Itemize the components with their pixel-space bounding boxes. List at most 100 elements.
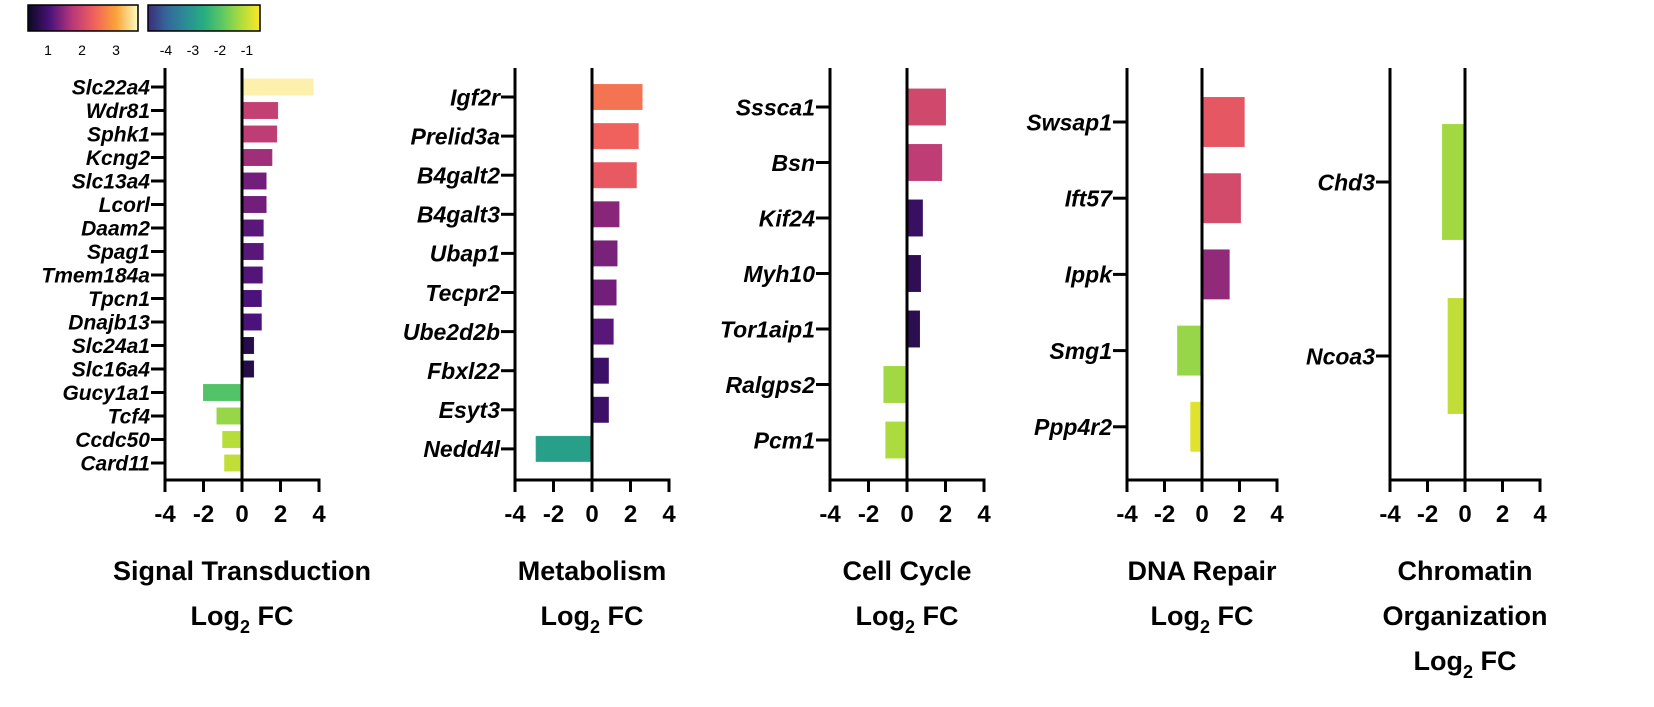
gene-label: Bsn: [772, 150, 815, 176]
x-tick-label: 2: [939, 501, 952, 528]
x-axis-title: Log2 FC: [191, 601, 294, 637]
gene-label: Fbxl22: [427, 358, 500, 384]
gene-label: Ube2d2b: [403, 319, 500, 345]
x-tick-label: 4: [312, 501, 326, 528]
bar-nedd4l: [535, 435, 593, 462]
gene-label: Spag1: [87, 241, 150, 264]
panel-title-continued: Organization: [1382, 601, 1547, 631]
x-tick-label: 4: [662, 501, 676, 528]
panel-title: DNA Repair: [1127, 556, 1277, 586]
panel-title: Chromatin: [1398, 556, 1533, 586]
bar-ift57: [1201, 173, 1241, 224]
gene-label: Card11: [80, 453, 150, 476]
colorbar-negative: -4 -3 -2 -1: [147, 4, 261, 58]
x-tick-label: -2: [858, 501, 879, 528]
gene-label: Slc24a1: [72, 335, 150, 358]
x-tick-label: -4: [504, 501, 526, 528]
colorbar-tick-label: -2: [214, 42, 227, 58]
gene-label: Slc22a4: [72, 77, 151, 100]
gene-label: Lcorl: [99, 194, 152, 217]
panel-2: Igf2r Prelid3a B4galt2 B4galt3 Ubap1 Tecpr2 Ub…: [403, 68, 676, 637]
gene-label: Prelid3a: [411, 123, 501, 149]
bar-tecpr2: [591, 279, 617, 306]
bar-slc22a4: [241, 78, 314, 96]
panel-1: Slc22a4Wdr81Sphk1Kcng2Slc13a4LcorlDaam2S…: [41, 68, 371, 637]
gene-label: Slc16a4: [72, 359, 151, 382]
gene-label: Tecpr2: [425, 280, 500, 306]
bar-ppp4r2: [1190, 401, 1203, 452]
x-tick-label: -2: [543, 501, 564, 528]
bar-ccdc50: [222, 431, 243, 448]
bar-kif24: [906, 199, 923, 237]
bar-slc24a1: [241, 337, 255, 354]
panel-title: Signal Transduction: [113, 556, 371, 586]
colorbar-positive-gradient: [27, 4, 139, 32]
colorbar-positive: 1 2 3: [27, 4, 139, 58]
gene-label: Sssca1: [736, 94, 815, 120]
gene-label: Kif24: [759, 205, 815, 231]
gene-label: Sphk1: [87, 124, 150, 147]
x-axis-title: Log2 FC: [1151, 601, 1254, 637]
bar-sssca1: [906, 88, 946, 126]
gene-label: Tmem184a: [41, 265, 150, 288]
panel-3: Sssca1 Bsn Kif24 Myh10 Tor1aip1 Ralgps2 Pcm1 -4…: [720, 68, 991, 637]
bar-tcf4: [216, 407, 243, 425]
gene-label: Tcf4: [108, 406, 151, 429]
colorbar-tick-label: 1: [44, 42, 52, 58]
bar-ube2d2b: [591, 318, 614, 345]
gene-label: Gucy1a1: [62, 382, 150, 405]
gene-label: Ccdc50: [75, 429, 150, 452]
bar-sphk1: [241, 125, 278, 143]
x-tick-label: -4: [819, 501, 841, 528]
x-tick-label: 2: [624, 501, 637, 528]
bar-kcng2: [241, 149, 273, 166]
bar-swsap1: [1201, 97, 1245, 147]
bar-slc16a4: [241, 360, 255, 378]
bar-tpcn1: [241, 290, 262, 307]
gene-label: Ppp4r2: [1034, 414, 1112, 440]
colorbar-tick-label: 3: [112, 42, 120, 58]
x-tick-label: 0: [1195, 501, 1208, 528]
bar-ippk: [1201, 249, 1230, 300]
x-tick-label: -2: [1154, 501, 1175, 528]
bar-card11: [224, 454, 243, 472]
gene-label: B4galt2: [417, 162, 500, 188]
bar-b4galt3: [591, 201, 620, 228]
x-tick-label: 4: [1270, 501, 1284, 528]
gene-label: Ubap1: [430, 241, 500, 267]
x-tick-label: 2: [1496, 501, 1509, 528]
gene-label: Ralgps2: [726, 372, 816, 398]
x-tick-label: 0: [900, 501, 913, 528]
x-tick-label: -4: [154, 501, 176, 528]
bar-tor1aip1: [906, 310, 921, 348]
panel-title: Metabolism: [518, 556, 667, 586]
x-tick-label: -2: [193, 501, 214, 528]
bar-slc13a4: [241, 172, 267, 190]
gene-label: Esyt3: [439, 397, 501, 423]
colorbar-tick-label: -1: [241, 42, 254, 58]
x-tick-label: 0: [585, 501, 598, 528]
x-tick-label: 2: [1233, 501, 1246, 528]
bar-tmem184a: [241, 266, 263, 284]
gene-label: Slc13a4: [72, 171, 151, 194]
x-tick-label: -2: [1417, 501, 1438, 528]
gene-label: Chd3: [1318, 169, 1376, 195]
gene-label: Smg1: [1049, 338, 1112, 364]
bar-b4galt2: [591, 162, 637, 189]
colorbar-tick-label: 2: [78, 42, 86, 58]
gene-label: Ift57: [1065, 185, 1114, 211]
x-axis-title: Log2 FC: [856, 601, 959, 637]
bar-ubap1: [591, 240, 618, 267]
bar-lcorl: [241, 196, 267, 213]
x-axis-title: Log2 FC: [541, 601, 644, 637]
bar-gucy1a1: [203, 384, 243, 401]
bar-myh10: [906, 255, 921, 292]
bar-wdr81: [241, 102, 279, 119]
bar-bsn: [906, 144, 943, 181]
panel-5: Chd3 Ncoa3 -4 -2 0 2 4 Chromatin Organization Log…: [1306, 68, 1548, 682]
gene-label: Pcm1: [754, 427, 815, 453]
bar-smg1: [1177, 325, 1203, 376]
bar-prelid3a: [591, 123, 639, 150]
gene-label: Dnajb13: [68, 312, 150, 335]
